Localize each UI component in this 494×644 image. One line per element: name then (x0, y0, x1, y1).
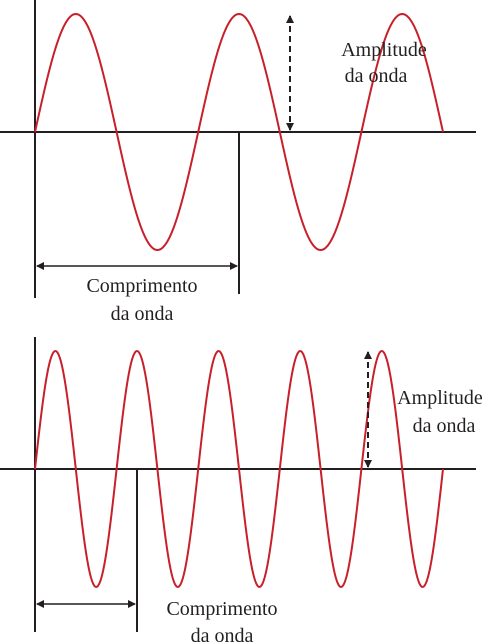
panel-short-wavelength: Amplitude da onda Comprimento da onda (0, 337, 483, 644)
panel-long-wavelength: Amplitude da onda Comprimento da onda (0, 0, 476, 325)
amplitude-label-line2: da onda (413, 415, 476, 437)
sine-wave (34, 12, 444, 252)
wavelength-label-line1: Comprimento (166, 598, 277, 620)
wavelength-label-line1: Comprimento (86, 275, 197, 297)
sine-wave (34, 349, 444, 589)
wavelength-label-line2: da onda (191, 625, 254, 644)
wavelength-label-line2: da onda (111, 303, 174, 325)
amplitude-label-line1: Amplitude (397, 387, 483, 409)
amplitude-label-line1: Amplitude (341, 39, 427, 61)
amplitude-label-line2: da onda (345, 65, 408, 87)
